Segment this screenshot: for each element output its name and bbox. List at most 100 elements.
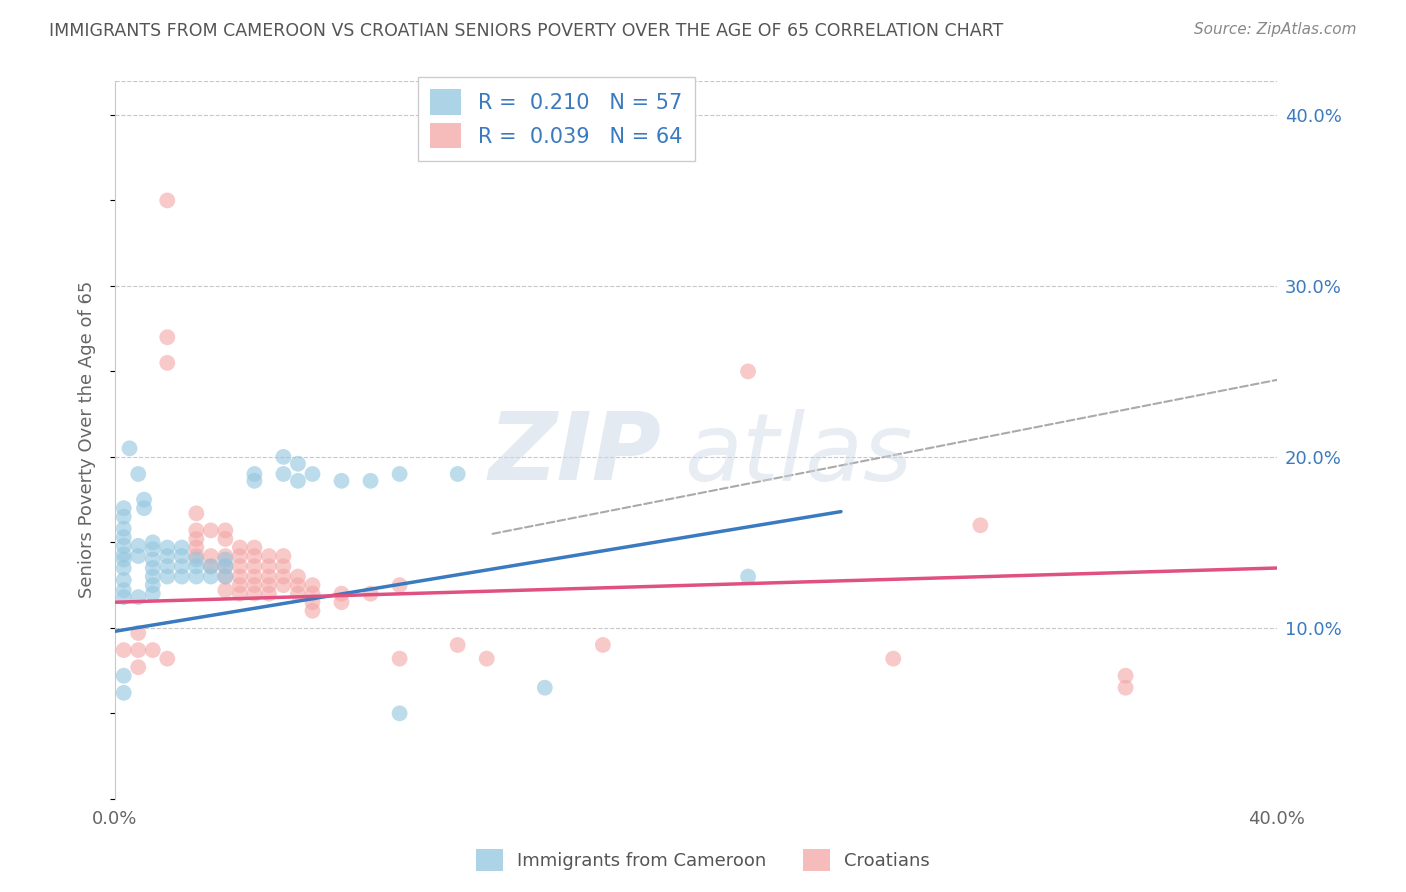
- Point: [112, 590, 135, 604]
- Point: [273, 569, 295, 583]
- Point: [737, 364, 759, 378]
- Point: [287, 457, 309, 471]
- Point: [273, 549, 295, 563]
- Point: [214, 524, 236, 538]
- Point: [112, 686, 135, 700]
- Point: [243, 569, 266, 583]
- Point: [301, 595, 323, 609]
- Point: [112, 522, 135, 536]
- Point: [112, 501, 135, 516]
- Point: [127, 549, 149, 563]
- Point: [112, 561, 135, 575]
- Point: [200, 524, 222, 538]
- Point: [186, 541, 208, 555]
- Point: [118, 442, 141, 456]
- Point: [200, 549, 222, 563]
- Point: [142, 542, 165, 557]
- Point: [287, 474, 309, 488]
- Point: [156, 356, 179, 370]
- Point: [1115, 681, 1137, 695]
- Point: [243, 559, 266, 574]
- Point: [142, 643, 165, 657]
- Point: [186, 524, 208, 538]
- Point: [170, 559, 193, 574]
- Point: [243, 474, 266, 488]
- Point: [200, 559, 222, 574]
- Point: [127, 539, 149, 553]
- Point: [330, 595, 353, 609]
- Point: [156, 559, 179, 574]
- Point: [447, 467, 470, 481]
- Point: [112, 552, 135, 566]
- Point: [214, 549, 236, 563]
- Point: [243, 587, 266, 601]
- Point: [112, 509, 135, 524]
- Point: [388, 651, 411, 665]
- Point: [287, 569, 309, 583]
- Point: [287, 587, 309, 601]
- Point: [301, 578, 323, 592]
- Point: [200, 559, 222, 574]
- Point: [170, 569, 193, 583]
- Point: [156, 569, 179, 583]
- Point: [127, 590, 149, 604]
- Point: [229, 541, 252, 555]
- Point: [127, 626, 149, 640]
- Point: [388, 578, 411, 592]
- Point: [360, 587, 382, 601]
- Point: [156, 651, 179, 665]
- Legend: Immigrants from Cameroon, Croatians: Immigrants from Cameroon, Croatians: [468, 842, 938, 879]
- Point: [170, 541, 193, 555]
- Point: [127, 467, 149, 481]
- Point: [112, 547, 135, 561]
- Point: [186, 532, 208, 546]
- Point: [214, 532, 236, 546]
- Point: [214, 583, 236, 598]
- Point: [156, 549, 179, 563]
- Point: [475, 651, 498, 665]
- Point: [969, 518, 991, 533]
- Point: [156, 541, 179, 555]
- Point: [142, 578, 165, 592]
- Point: [214, 569, 236, 583]
- Point: [170, 549, 193, 563]
- Point: [186, 569, 208, 583]
- Text: IMMIGRANTS FROM CAMEROON VS CROATIAN SENIORS POVERTY OVER THE AGE OF 65 CORRELAT: IMMIGRANTS FROM CAMEROON VS CROATIAN SEN…: [49, 22, 1004, 40]
- Point: [200, 569, 222, 583]
- Point: [229, 587, 252, 601]
- Text: Source: ZipAtlas.com: Source: ZipAtlas.com: [1194, 22, 1357, 37]
- Point: [132, 501, 155, 516]
- Point: [447, 638, 470, 652]
- Point: [112, 669, 135, 683]
- Point: [142, 561, 165, 575]
- Point: [330, 587, 353, 601]
- Point: [214, 552, 236, 566]
- Point: [229, 549, 252, 563]
- Point: [273, 578, 295, 592]
- Point: [142, 552, 165, 566]
- Point: [214, 559, 236, 574]
- Point: [186, 552, 208, 566]
- Point: [186, 559, 208, 574]
- Point: [257, 578, 280, 592]
- Legend: R =  0.210   N = 57, R =  0.039   N = 64: R = 0.210 N = 57, R = 0.039 N = 64: [418, 77, 695, 161]
- Point: [273, 559, 295, 574]
- Point: [301, 604, 323, 618]
- Point: [142, 587, 165, 601]
- Point: [301, 467, 323, 481]
- Point: [214, 569, 236, 583]
- Point: [330, 474, 353, 488]
- Point: [142, 569, 165, 583]
- Point: [882, 651, 904, 665]
- Point: [127, 660, 149, 674]
- Point: [229, 569, 252, 583]
- Point: [214, 559, 236, 574]
- Point: [1115, 669, 1137, 683]
- Point: [257, 559, 280, 574]
- Point: [229, 559, 252, 574]
- Point: [112, 643, 135, 657]
- Y-axis label: Seniors Poverty Over the Age of 65: Seniors Poverty Over the Age of 65: [79, 281, 96, 599]
- Point: [388, 467, 411, 481]
- Point: [257, 569, 280, 583]
- Point: [142, 535, 165, 549]
